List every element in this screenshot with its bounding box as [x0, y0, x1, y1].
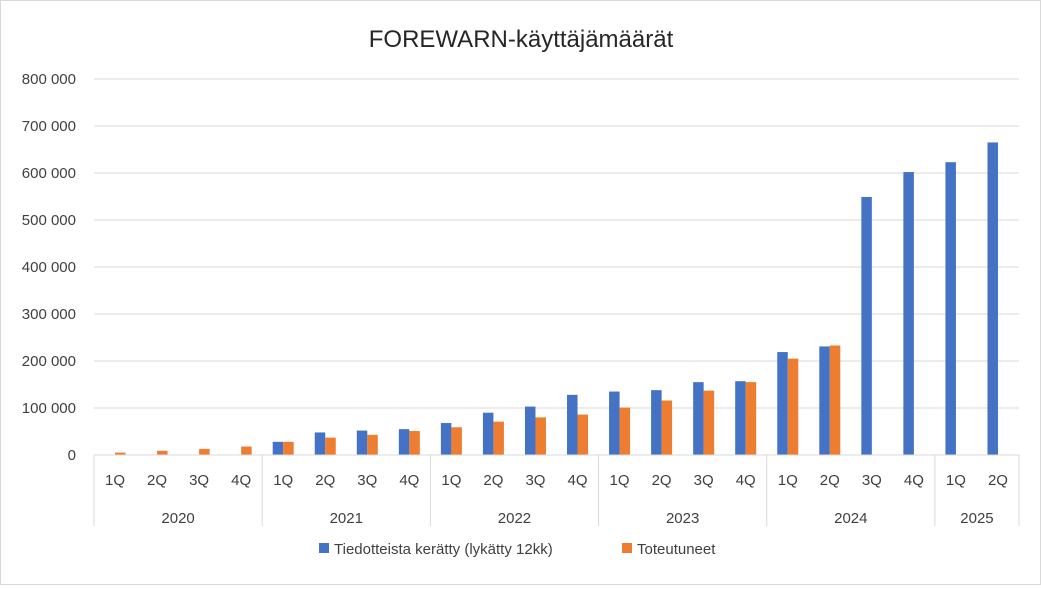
y-tick-label: 700 000: [22, 118, 76, 135]
x-tick-label: 2Q: [315, 472, 335, 489]
bar-series-2: [157, 450, 168, 455]
bar-series-1: [272, 441, 284, 455]
bar-series-1: [356, 430, 368, 455]
x-tick-label: 4Q: [399, 472, 419, 489]
bar-series-1: [398, 429, 410, 455]
bar-series-1: [567, 394, 578, 455]
x-group-label: 2022: [498, 510, 531, 527]
x-tick-label: 1Q: [105, 472, 125, 489]
bar-series-1: [987, 142, 998, 455]
x-group-label: 2020: [161, 510, 194, 527]
bar-series-1: [903, 172, 914, 455]
bar-series-1: [945, 162, 956, 455]
x-tick-label: 1Q: [778, 472, 798, 489]
x-tick-label: 1Q: [946, 472, 966, 489]
legend-swatch: [319, 543, 329, 553]
legend-swatch: [622, 543, 632, 553]
y-tick-label: 800 000: [22, 71, 76, 88]
x-tick-label: 2Q: [147, 472, 167, 489]
y-tick-label: 500 000: [22, 212, 76, 229]
bar-series-2: [451, 427, 462, 455]
bar-series-1: [777, 352, 788, 455]
x-group-label: 2023: [666, 510, 699, 527]
bar-series-1: [524, 406, 536, 455]
x-tick-label: 4Q: [736, 472, 756, 489]
bar-series-2: [325, 437, 336, 455]
bar-series-2: [745, 382, 757, 455]
y-tick-label: 0: [68, 447, 76, 464]
bar-series-1: [861, 196, 872, 455]
legend-label: Toteutuneet: [637, 541, 716, 558]
bar-series-1: [482, 412, 494, 455]
bar-series-2: [199, 448, 210, 455]
bar-series-2: [535, 417, 546, 455]
bar-series-1: [314, 432, 326, 455]
x-tick-label: 2Q: [652, 472, 672, 489]
x-tick-label: 3Q: [862, 472, 882, 489]
x-tick-label: 2Q: [483, 472, 503, 489]
bar-series-1: [651, 390, 662, 455]
y-tick-label: 100 000: [22, 400, 76, 417]
y-tick-label: 400 000: [22, 259, 76, 276]
bar-series-2: [787, 358, 799, 455]
bar-series-2: [577, 414, 589, 455]
bar-series-2: [367, 434, 378, 455]
bar-series-2: [283, 441, 294, 455]
chart-title: FOREWARN-käyttäjämäärät: [369, 26, 674, 53]
y-tick-label: 600 000: [22, 165, 76, 182]
bar-series-1: [735, 381, 746, 455]
y-tick-label: 300 000: [22, 306, 76, 323]
x-tick-label: 2Q: [820, 472, 840, 489]
x-tick-label: 3Q: [694, 472, 714, 489]
legend-label: Tiedotteista kerätty (lykätty 12kk): [334, 541, 553, 558]
bar-series-2: [241, 446, 252, 455]
x-tick-label: 1Q: [610, 472, 630, 489]
bar-series-1: [693, 382, 704, 455]
x-group-label: 2021: [330, 510, 363, 527]
bar-series-2: [409, 431, 420, 455]
x-tick-label: 3Q: [525, 472, 545, 489]
bar-series-2: [493, 421, 504, 455]
bar-series-2: [619, 407, 631, 455]
x-tick-label: 4Q: [231, 472, 251, 489]
bar-series-2: [829, 345, 841, 455]
x-tick-label: 2Q: [988, 472, 1008, 489]
x-group-label: 2024: [834, 510, 867, 527]
y-tick-label: 200 000: [22, 353, 76, 370]
x-tick-label: 1Q: [441, 472, 461, 489]
x-tick-label: 4Q: [568, 472, 588, 489]
bar-series-2: [661, 400, 673, 455]
bar-series-1: [609, 391, 620, 455]
x-tick-label: 3Q: [189, 472, 209, 489]
bar-series-1: [440, 423, 452, 455]
x-tick-label: 1Q: [273, 472, 293, 489]
x-tick-label: 4Q: [904, 472, 924, 489]
bar-series-2: [703, 390, 715, 455]
x-group-label: 2025: [960, 510, 993, 527]
bar-series-1: [819, 346, 830, 455]
x-tick-label: 3Q: [357, 472, 377, 489]
bar-series-2: [115, 452, 126, 455]
